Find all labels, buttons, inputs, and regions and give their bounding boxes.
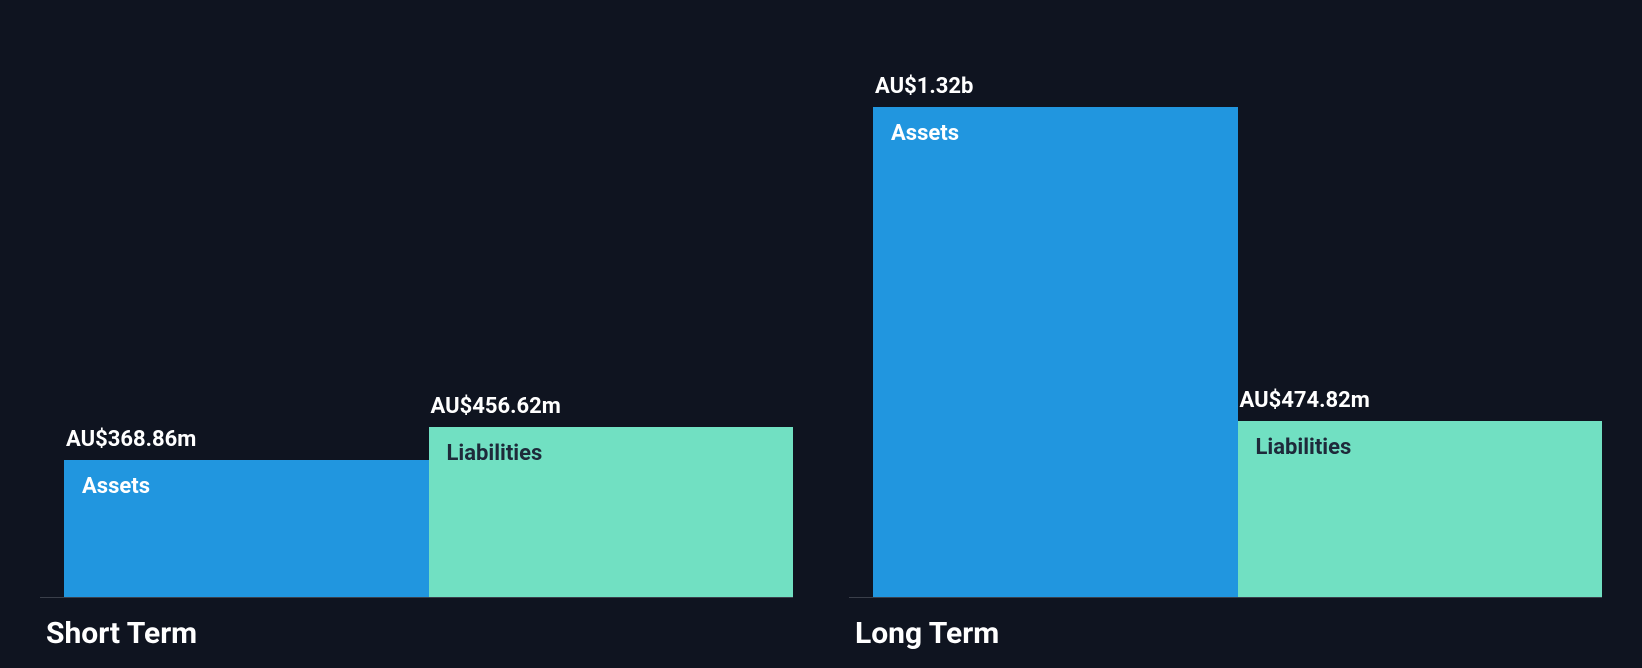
bar-short-term-assets: Assets: [64, 460, 429, 597]
bar-label-short-term-liabilities: Liabilities: [447, 441, 543, 466]
plot-area-short-term: AU$368.86m Assets AU$456.62m Liabilities: [40, 0, 793, 598]
value-label-long-term-liabilities: AU$474.82m: [1238, 388, 1603, 413]
financial-position-chart: AU$368.86m Assets AU$456.62m Liabilities…: [0, 0, 1642, 668]
bar-long-term-liabilities: Liabilities: [1238, 421, 1603, 597]
value-label-short-term-liabilities: AU$456.62m: [429, 394, 794, 419]
group-title-short-term: Short Term: [40, 598, 793, 668]
bar-label-long-term-assets: Assets: [891, 121, 959, 146]
bar-short-term-liabilities: Liabilities: [429, 427, 794, 597]
group-title-long-term: Long Term: [849, 598, 1602, 668]
value-label-short-term-assets: AU$368.86m: [64, 427, 429, 452]
group-long-term: AU$1.32b Assets AU$474.82m Liabilities L…: [849, 0, 1602, 668]
group-short-term: AU$368.86m Assets AU$456.62m Liabilities…: [40, 0, 793, 668]
bars-long-term: AU$1.32b Assets AU$474.82m Liabilities: [873, 0, 1602, 597]
bar-wrap-short-term-liabilities: AU$456.62m Liabilities: [429, 0, 794, 597]
bar-label-long-term-liabilities: Liabilities: [1256, 435, 1352, 460]
bar-wrap-long-term-liabilities: AU$474.82m Liabilities: [1238, 0, 1603, 597]
plot-area-long-term: AU$1.32b Assets AU$474.82m Liabilities: [849, 0, 1602, 598]
bar-label-short-term-assets: Assets: [82, 474, 150, 499]
bar-wrap-long-term-assets: AU$1.32b Assets: [873, 0, 1238, 597]
bars-short-term: AU$368.86m Assets AU$456.62m Liabilities: [64, 0, 793, 597]
bar-long-term-assets: Assets: [873, 107, 1238, 597]
bar-wrap-short-term-assets: AU$368.86m Assets: [64, 0, 429, 597]
value-label-long-term-assets: AU$1.32b: [873, 74, 1238, 99]
